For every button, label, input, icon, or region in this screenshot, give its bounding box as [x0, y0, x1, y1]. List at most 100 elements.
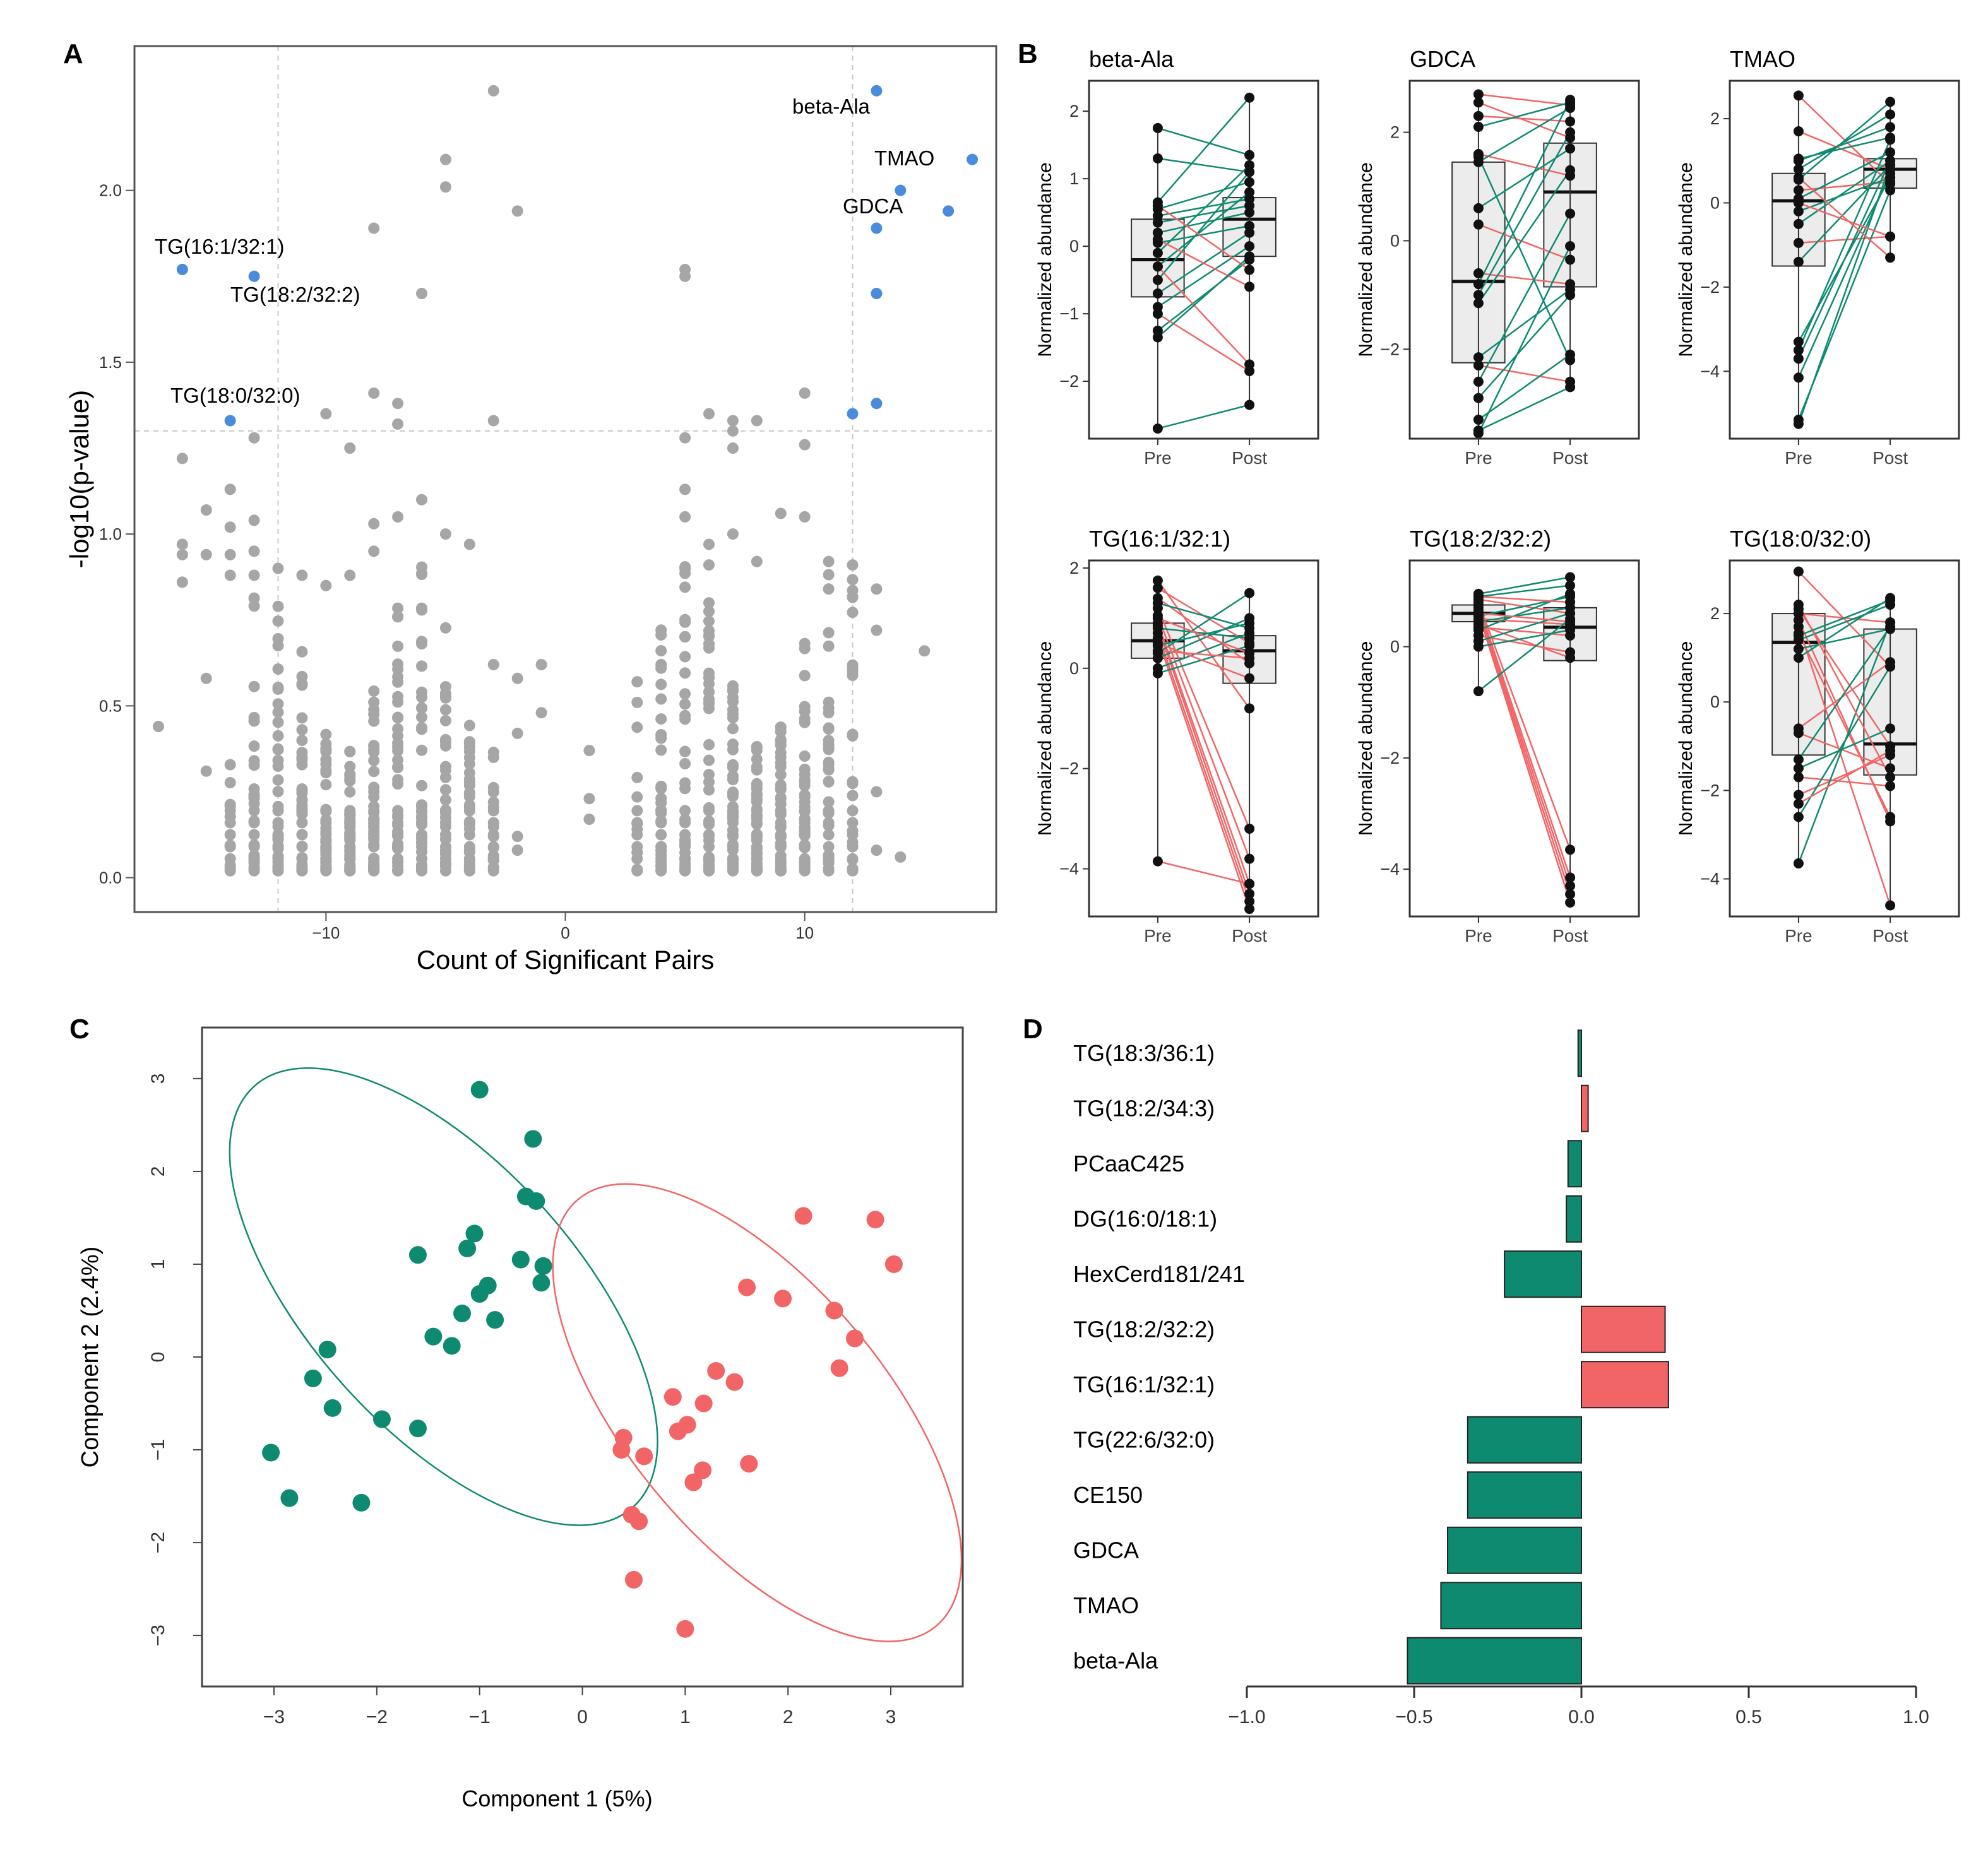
grey-point	[368, 715, 380, 727]
grey-point	[775, 507, 787, 519]
post-point	[1565, 208, 1576, 219]
x-tick-label: 0.0	[1568, 1707, 1595, 1728]
grey-point	[368, 805, 380, 817]
grey-point	[224, 805, 236, 817]
pair-line	[1157, 204, 1250, 223]
pair-line	[1157, 860, 1250, 885]
post-point	[1565, 845, 1576, 855]
point-red	[725, 1373, 744, 1391]
grey-point	[631, 771, 643, 783]
pre-point	[1152, 623, 1163, 634]
grey-point	[344, 841, 356, 853]
subplot-frame	[1729, 80, 1960, 440]
pair-line	[1478, 596, 1571, 603]
grey-point	[392, 745, 404, 757]
point-label: TMAO	[874, 146, 934, 170]
pair-line	[1157, 256, 1250, 338]
bar	[1566, 1195, 1582, 1243]
pre-point	[1793, 198, 1804, 208]
grey-point	[224, 569, 236, 581]
grey-point	[727, 691, 739, 703]
x-tick-label: −1	[469, 1707, 491, 1728]
grey-point	[871, 845, 883, 856]
grey-point	[368, 865, 380, 877]
pre-point	[1793, 754, 1804, 765]
highlight-point	[967, 153, 979, 165]
pre-point	[1473, 641, 1484, 652]
pair-line	[1157, 157, 1250, 173]
y-axis-label: Normalized abundance	[1035, 162, 1056, 357]
grey-point	[703, 408, 715, 420]
grey-point	[583, 793, 595, 805]
pre-point	[1473, 122, 1484, 133]
post-point	[1565, 588, 1576, 599]
pair-line	[1157, 225, 1250, 244]
pair-line	[1797, 160, 1891, 359]
pair-line	[1478, 102, 1571, 128]
grey-point	[775, 853, 787, 865]
point-green	[408, 1419, 427, 1438]
grey-point	[799, 865, 811, 877]
pair-line	[1798, 235, 1891, 244]
grey-point	[487, 796, 499, 808]
post-point	[1565, 880, 1576, 891]
grey-point	[511, 831, 523, 843]
grey-point	[416, 569, 427, 581]
grey-point	[152, 721, 164, 732]
grey-point	[679, 698, 691, 710]
pair-line	[1797, 164, 1891, 263]
grey-point	[224, 777, 236, 789]
grey-point	[487, 751, 499, 763]
grey-point	[368, 829, 380, 841]
pre-point	[1473, 428, 1484, 439]
grey-point	[655, 693, 667, 705]
grey-point	[823, 569, 835, 581]
pre-point	[1793, 185, 1804, 196]
pre-point	[1473, 89, 1484, 100]
grey-point	[439, 764, 451, 776]
post-point	[1565, 116, 1576, 127]
subplot-title: TMAO	[1730, 46, 1795, 72]
subplot-title: TG(16:1/32:1)	[1089, 526, 1230, 552]
grey-point	[679, 651, 691, 663]
grey-point	[272, 639, 284, 651]
grey-point	[823, 627, 835, 639]
post-point	[1244, 251, 1255, 262]
y-tick-label: −2	[1380, 340, 1400, 359]
y-tick-label: 1	[1069, 169, 1079, 188]
pre-point	[1793, 728, 1804, 738]
grey-point	[703, 642, 715, 654]
grey-point	[679, 613, 691, 625]
pair-line	[1157, 602, 1250, 629]
grey-point	[511, 672, 523, 684]
grey-point	[368, 545, 380, 557]
post-point	[1244, 673, 1255, 684]
grey-point	[631, 721, 643, 733]
point-red	[669, 1422, 687, 1440]
pre-point	[1473, 279, 1484, 290]
grey-point	[583, 745, 595, 757]
category-label: DG(16:0/18:1)	[1073, 1206, 1217, 1231]
pre-point	[1152, 309, 1163, 319]
grey-point	[511, 205, 523, 217]
pair-line	[1477, 610, 1571, 895]
grey-point	[439, 794, 451, 806]
pair-line	[1157, 97, 1251, 203]
point-green	[323, 1399, 342, 1417]
grey-point	[847, 841, 859, 853]
x-tick-label: 3	[886, 1707, 896, 1728]
grey-point	[248, 759, 260, 771]
y-axis-label: Component 2 (2.4%)	[77, 1247, 104, 1468]
pair-line	[1798, 750, 1891, 805]
grey-point	[368, 766, 380, 778]
pair-line	[1797, 139, 1891, 351]
grey-point	[272, 865, 284, 877]
x-category-label: Post	[1232, 926, 1267, 945]
post-point	[1244, 366, 1255, 377]
post-point	[1885, 252, 1896, 263]
grey-point	[224, 853, 236, 865]
point-label: TG(18:0/32:0)	[170, 384, 300, 407]
grey-point	[439, 817, 451, 829]
point-red	[825, 1301, 843, 1320]
y-tick-label: 0.5	[99, 696, 122, 715]
